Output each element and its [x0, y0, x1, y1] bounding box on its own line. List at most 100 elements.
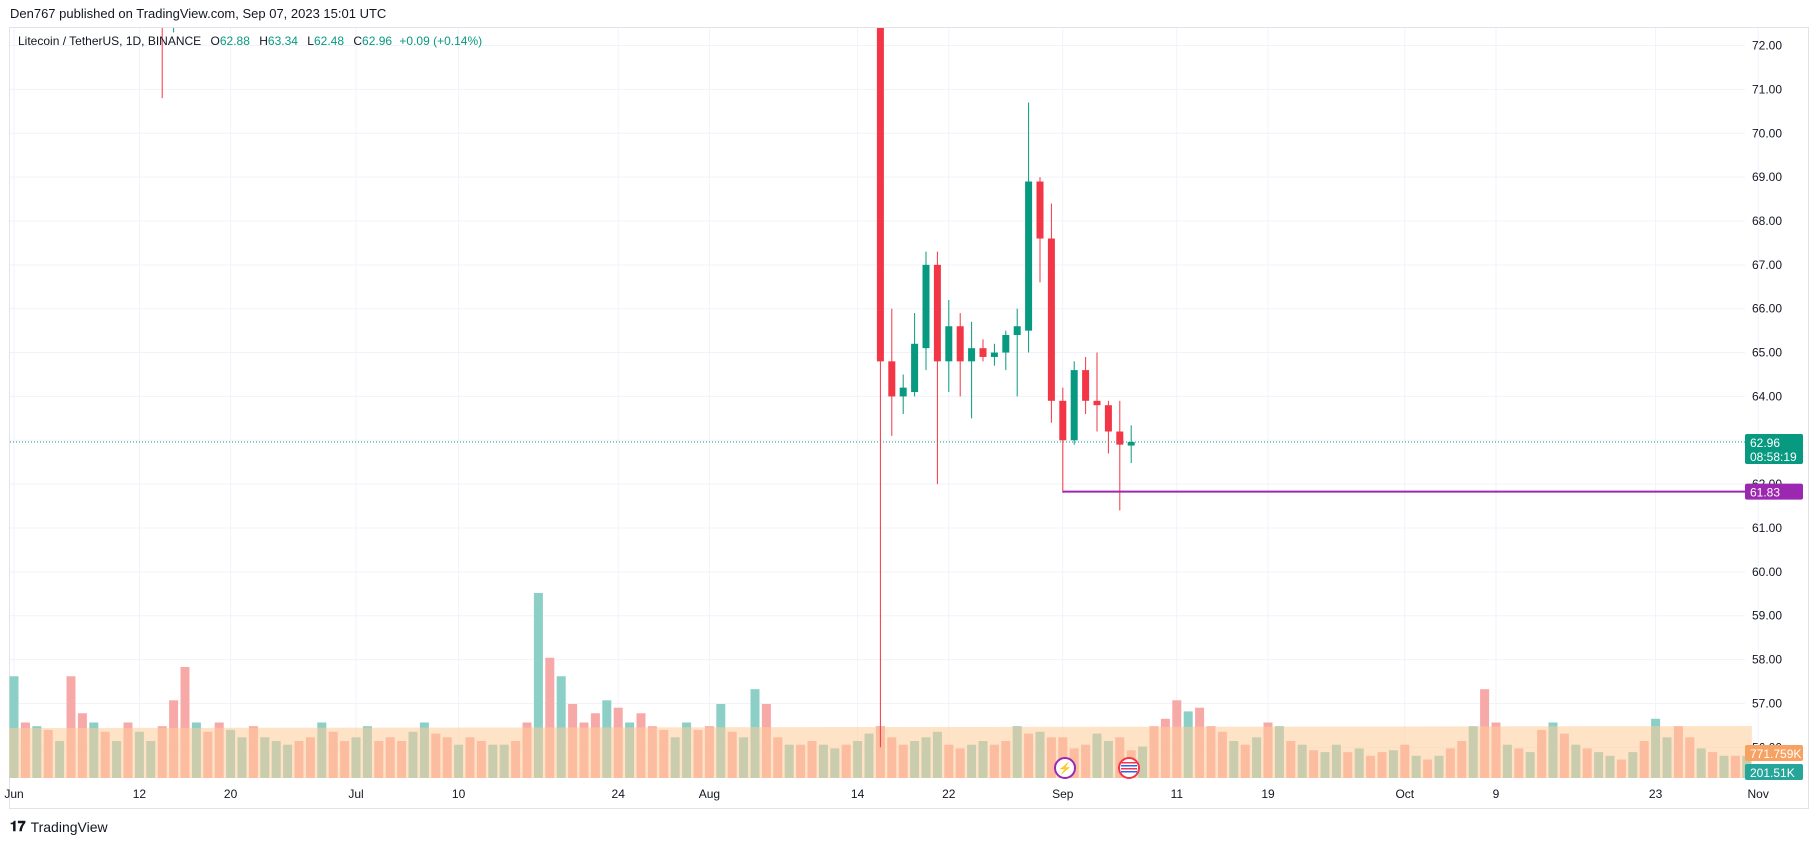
candle-body — [899, 387, 907, 397]
level-badge-text: 61.83 — [1750, 486, 1780, 500]
candle-body — [1104, 405, 1112, 432]
us-flag-stripe — [1121, 765, 1137, 767]
volume-badge-text: 201.51K — [1750, 766, 1795, 780]
close-value: 62.96 — [362, 34, 393, 48]
time-tick-label: Nov — [1748, 787, 1769, 801]
time-tick-label: 14 — [851, 787, 865, 801]
time-tick-label: Oct — [1395, 787, 1414, 801]
volume-ma-badge-bg — [1745, 745, 1803, 761]
high-label: H — [259, 34, 268, 48]
volume-ma-badge-text: 771.759K — [1750, 747, 1801, 761]
candle-body — [968, 348, 976, 362]
price-tick-label: 67.00 — [1752, 258, 1782, 272]
lightning-event-glyph: ⚡ — [1058, 762, 1072, 775]
candle-body — [1116, 431, 1124, 445]
publisher-credit: Den767 published on TradingView.com, Sep… — [10, 6, 387, 21]
volume-bar — [533, 593, 543, 778]
close-label: C — [353, 34, 363, 48]
us-flag-stripe — [1121, 768, 1137, 770]
last-price-badge-text: 08:58:19 — [1750, 450, 1797, 464]
price-tick-label: 64.00 — [1752, 389, 1782, 403]
time-tick-label: 11 — [1171, 787, 1184, 801]
high-value: 63.34 — [267, 34, 298, 48]
low-label: L — [307, 34, 314, 48]
open-label: O — [210, 34, 220, 48]
price-tick-label: 58.00 — [1752, 653, 1782, 667]
volume-bar — [180, 667, 190, 778]
last-price-badge-bg — [1745, 434, 1803, 465]
time-tick-label: 20 — [224, 787, 238, 801]
candle-body — [1059, 400, 1067, 441]
last-price-badge-text: 62.96 — [1750, 436, 1780, 450]
price-tick-label: 59.00 — [1752, 609, 1782, 623]
volume-badge: 201.51K — [1745, 764, 1803, 780]
level-badge-bg — [1745, 483, 1803, 500]
time-tick-label: Jun — [4, 787, 23, 801]
candle-body — [933, 264, 941, 362]
us-flag-stripe — [1121, 762, 1137, 764]
candle-body — [945, 326, 953, 362]
lightning-event-icon — [1054, 757, 1076, 779]
chart-frame — [9, 27, 1809, 809]
time-tick-label: 23 — [1649, 787, 1663, 801]
low-value: 62.48 — [313, 34, 345, 48]
volume-bar — [9, 676, 19, 778]
volume-bar — [556, 676, 566, 778]
price-tick-label: 61.00 — [1752, 521, 1782, 535]
time-tick-label: 19 — [1261, 787, 1275, 801]
brand-name: TradingView — [30, 818, 108, 835]
tradingview-logo-icon: 𝟏𝟕 — [10, 818, 26, 834]
candle-body — [1025, 181, 1033, 331]
candle-body — [1047, 238, 1055, 401]
us-flag-stripe — [1121, 771, 1137, 773]
grid-lines — [10, 28, 1759, 778]
time-axis: Jun 12 20 Jul 10 24 Aug 14 22 Sep 11 19 Oct 9 23 Nov — [4, 787, 1769, 801]
time-tick-label: 22 — [942, 787, 956, 801]
price-axis: 72.00 71.00 70.00 69.00 68.00 67.00 66.00 65.00… — [1752, 39, 1782, 755]
candle-body — [1013, 326, 1021, 336]
price-tick-label: 72.00 — [1752, 39, 1782, 53]
time-tick-label: Sep — [1052, 787, 1074, 801]
level-badge: 61.83 — [1745, 483, 1803, 500]
candle-body — [956, 326, 964, 362]
time-tick-label: Aug — [699, 787, 720, 801]
price-change: +0.09 (+0.14%) — [399, 34, 483, 48]
volume-ma-area — [9, 726, 1752, 778]
open-value: 62.88 — [219, 34, 250, 48]
volume-badge-bg — [1745, 764, 1803, 780]
tradingview-brand[interactable]: 𝟏𝟕 TradingView — [10, 818, 108, 835]
price-tick-label: 65.00 — [1752, 346, 1782, 360]
candle-body — [1002, 335, 1010, 353]
price-tick-label: 60.00 — [1752, 565, 1782, 579]
price-tick-label: 68.00 — [1752, 214, 1782, 228]
time-tick-label: 24 — [612, 787, 626, 801]
time-tick-label: Jul — [348, 787, 363, 801]
candle-body — [1070, 370, 1078, 441]
price-tick-label: 70.00 — [1752, 126, 1782, 140]
event-icons: ⚡ — [1054, 757, 1140, 779]
time-tick-label: 9 — [1493, 787, 1500, 801]
candle-body — [1082, 370, 1090, 401]
volume-bar — [66, 676, 76, 778]
candle-body — [979, 348, 987, 357]
price-tick-label: 71.00 — [1752, 82, 1782, 96]
candle-body — [876, 28, 884, 362]
symbol-legend: Litecoin / TetherUS, 1D, BINANCE O62.88 … — [18, 34, 482, 48]
volume-bar — [545, 657, 555, 778]
candle-body — [888, 361, 896, 397]
time-tick-label: 10 — [452, 787, 466, 801]
candle-body — [1036, 181, 1044, 239]
price-tick-label: 66.00 — [1752, 302, 1782, 316]
symbol-name: Litecoin / TetherUS, 1D, BINANCE — [18, 34, 202, 48]
candle-body — [911, 343, 919, 393]
candle-body — [990, 352, 998, 357]
candles — [161, 28, 1135, 748]
time-tick-label: 12 — [133, 787, 147, 801]
volume-ma-badge: 771.759K — [1745, 745, 1803, 761]
price-tick-label: 57.00 — [1752, 696, 1782, 710]
candle-body — [1127, 442, 1135, 446]
price-tick-label: 69.00 — [1752, 170, 1782, 184]
